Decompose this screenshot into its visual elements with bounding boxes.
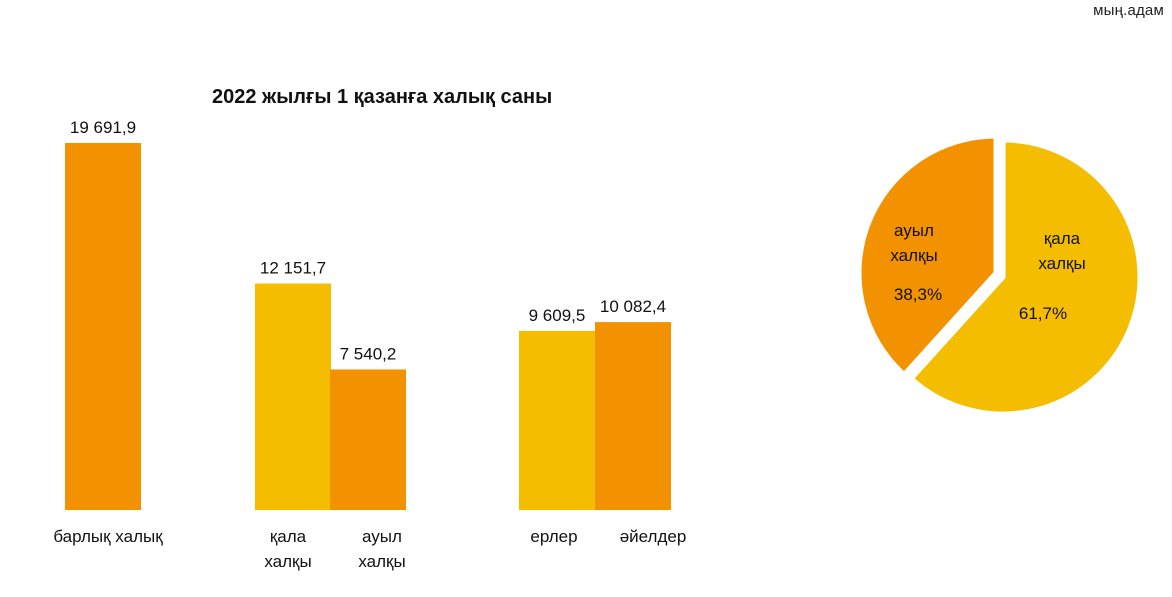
bar xyxy=(595,322,671,510)
category-label: халқы xyxy=(358,552,405,571)
bar-value-label: 12 151,7 xyxy=(260,259,326,278)
pie-slice-label: қала xyxy=(1044,229,1081,248)
category-label: барлық халық xyxy=(53,527,163,546)
bar-value-label: 7 540,2 xyxy=(340,344,397,363)
pie-percent-label: 61,7% xyxy=(1019,304,1067,323)
category-label: әйелдер xyxy=(620,527,687,546)
category-label: халқы xyxy=(264,552,311,571)
pie-slice xyxy=(907,137,1143,417)
bar-value-label: 19 691,9 xyxy=(70,118,136,137)
pie-slice-label: ауыл xyxy=(894,221,934,240)
bar xyxy=(255,283,331,510)
bar xyxy=(519,330,595,510)
bar xyxy=(330,369,406,510)
category-label: ауыл xyxy=(362,527,402,546)
chart-title: 2022 жылғы 1 қазанға халық саны xyxy=(212,86,553,108)
bar-value-label: 10 082,4 xyxy=(600,297,666,316)
category-label: қала xyxy=(270,527,307,546)
pie-slice-label: халқы xyxy=(890,246,937,265)
pie-slice xyxy=(856,133,999,379)
pie-slice-label: халқы xyxy=(1038,254,1085,273)
pie-percent-label: 38,3% xyxy=(894,285,942,304)
unit-label: мың.адам xyxy=(1093,2,1164,19)
category-label: ерлер xyxy=(530,527,577,546)
bar xyxy=(65,143,141,510)
bar-value-label: 9 609,5 xyxy=(529,306,586,325)
